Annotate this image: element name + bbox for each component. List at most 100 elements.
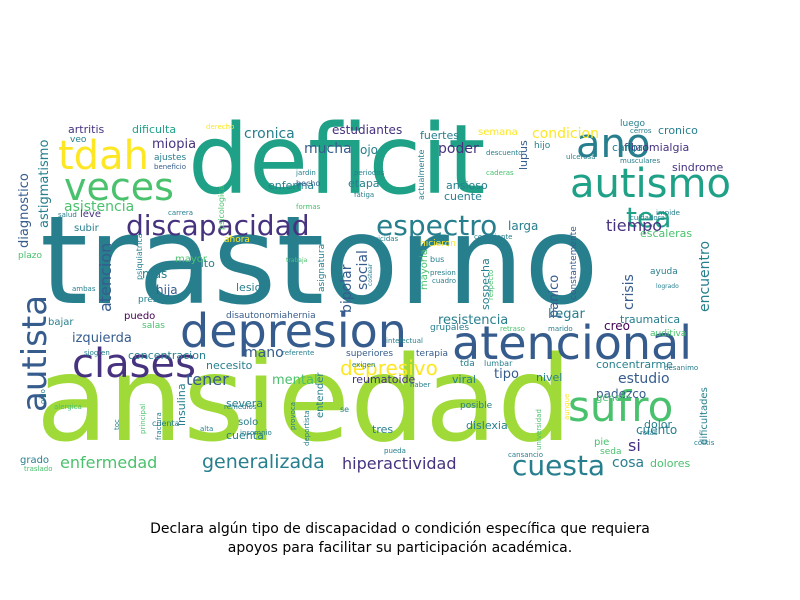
cloud-word: aunque: [563, 393, 571, 420]
cloud-word: atencion: [96, 242, 115, 312]
cloud-word: cuento: [636, 423, 678, 437]
cloud-word: mano: [244, 345, 284, 361]
cloud-word: referente: [282, 349, 315, 357]
cloud-word: ambas: [72, 285, 96, 293]
cloud-word: principal: [139, 403, 147, 434]
cloud-word: semana: [478, 127, 518, 138]
cloud-word: hecho: [296, 179, 321, 188]
cloud-word: depresion: [180, 304, 407, 358]
cloud-word: hicieron: [420, 239, 456, 249]
cloud-word: mayoria: [419, 249, 430, 290]
cloud-word: bus: [430, 255, 445, 264]
cloud-word: mas: [142, 267, 168, 281]
cloud-word: pueda: [384, 447, 406, 455]
cloud-word: creo: [604, 319, 630, 333]
cloud-word: veces: [64, 165, 174, 209]
cloud-word: salas: [142, 321, 165, 331]
cloud-word: se: [340, 405, 350, 414]
cloud-word: derecho: [206, 123, 235, 131]
cloud-word: marido: [548, 325, 573, 333]
cloud-word: respecto: [487, 269, 495, 300]
cloud-word: toc: [113, 419, 121, 430]
cloud-word: dificulta: [132, 123, 177, 136]
cloud-word: posible: [460, 401, 493, 411]
cloud-word: desanimo: [664, 364, 699, 372]
cloud-word: luego: [620, 119, 645, 129]
cloud-word: discapacidad: [126, 209, 310, 242]
cloud-word: traumatica: [620, 313, 681, 326]
cloud-word: sindrome: [672, 161, 724, 174]
cloud-word: lumbar: [484, 359, 513, 368]
cloud-word: cuenta: [152, 419, 180, 428]
cloud-word: alto: [194, 257, 215, 270]
cloud-word: retraso: [500, 325, 525, 333]
cloud-word: cosa: [612, 455, 645, 471]
cloud-word: cansancio: [508, 451, 544, 459]
cloud-word: escaleras: [640, 227, 693, 240]
cloud-word: padezco: [596, 387, 647, 401]
cloud-word: tres: [372, 423, 394, 436]
cloud-word: ahora: [224, 235, 250, 245]
cloud-word: condicion: [532, 126, 599, 142]
cloud-word: tener: [186, 370, 229, 389]
cloud-word: cuenta: [226, 429, 264, 442]
cloud-word: hiperactividad: [342, 454, 457, 473]
cloud-word: generalizada: [202, 451, 325, 473]
cloud-word: presento: [138, 295, 178, 305]
cloud-word: clases: [72, 341, 196, 387]
cloud-word: grado: [20, 455, 50, 466]
cloud-word: tda: [460, 359, 475, 369]
cloud-word: ansiedad: [36, 330, 573, 468]
cloud-word: beneficio: [154, 163, 186, 171]
cloud-word: ano: [576, 121, 651, 167]
cloud-word: tdah: [58, 133, 149, 179]
cloud-word: actualmente: [417, 149, 426, 200]
cloud-word: descuento: [486, 149, 523, 157]
cloud-word: veo: [70, 135, 87, 145]
cloud-word: nivel: [536, 371, 563, 384]
cloud-word: exigen: [352, 361, 376, 369]
cloud-word: traslado: [24, 465, 53, 473]
cloud-word: carrera: [168, 209, 194, 217]
cloud-word: alta: [200, 425, 214, 433]
cloud-word: etapa: [348, 177, 380, 190]
cloud-word: encuentro: [697, 240, 713, 312]
cloud-word: fatiga: [354, 191, 375, 199]
cloud-word: deportista: [303, 410, 311, 446]
cloud-word: jardin: [296, 169, 316, 177]
cloud-word: fractura: [155, 412, 163, 440]
cloud-word: salud: [58, 211, 77, 219]
cloud-word: coeficiente: [474, 233, 513, 241]
cloud-word: hija: [156, 283, 178, 297]
cloud-word: astigmatismo: [37, 139, 52, 228]
cloud-word: psiquiatrica: [135, 233, 144, 280]
cloud-word: diagnostico: [17, 173, 32, 248]
cloud-word: rotas: [640, 429, 658, 437]
cloud-word: fibromialgia: [624, 141, 690, 154]
cloud-word: reumatoide: [352, 373, 416, 386]
cloud-word: costear: [367, 263, 374, 286]
cloud-word: musculares: [620, 157, 661, 165]
cloud-word: cuidadora: [630, 214, 665, 222]
cloud-word: ayuda: [650, 267, 678, 277]
cloud-word: entender: [315, 372, 326, 418]
cloud-word: fuertes: [420, 129, 459, 142]
cloud-word: constantemente: [569, 226, 579, 300]
cloud-word: necesito: [206, 359, 253, 372]
cloud-word: deficit: [188, 104, 486, 216]
cloud-word: cuadro: [432, 277, 457, 285]
cloud-word: plazo: [18, 251, 42, 261]
cloud-word: puedo: [124, 311, 156, 322]
cloud-word: lesion: [236, 281, 269, 294]
cloud-word: carga: [612, 141, 643, 154]
cloud-word: resistencia: [438, 313, 509, 328]
cloud-word: asignatura: [317, 243, 327, 292]
cloud-word: trastorno: [40, 190, 599, 332]
cloud-word: haber: [410, 381, 431, 389]
cloud-word: terapia: [416, 349, 449, 359]
cloud-word: tipo: [494, 367, 519, 382]
cloud-word: mucha: [304, 141, 352, 157]
cloud-word: hijo: [534, 141, 551, 151]
cloud-word: cuesta: [512, 449, 606, 482]
